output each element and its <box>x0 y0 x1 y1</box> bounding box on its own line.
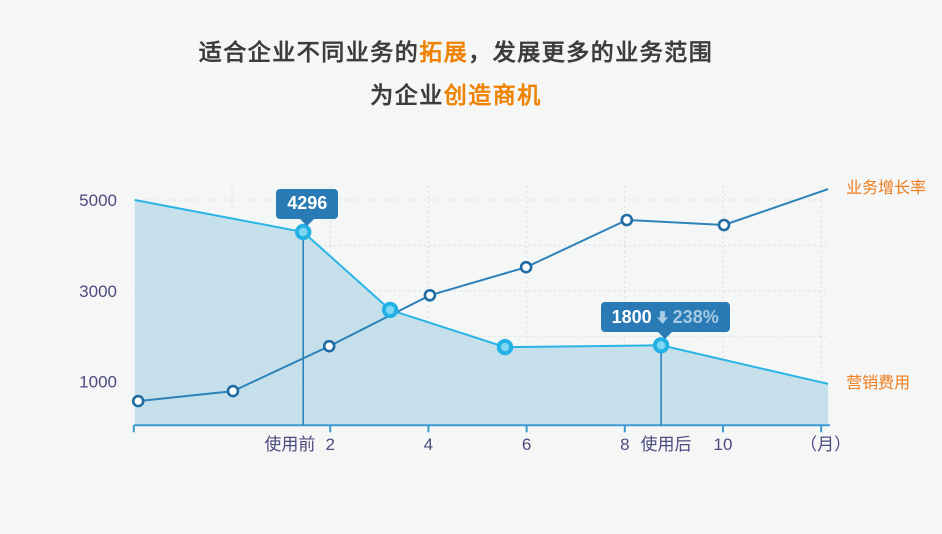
page-title: 适合企业不同业务的拓展，发展更多的业务范围 为企业创造商机 <box>0 31 912 117</box>
tooltip-4296: 4296 <box>276 188 339 226</box>
title-highlight: 创造商机 <box>443 82 542 108</box>
growth-rate-point <box>717 218 731 232</box>
x-axis-label: 6 <box>522 435 531 454</box>
tooltip-value: 1800 <box>611 306 652 327</box>
y-axis-label: 5000 <box>79 191 117 210</box>
marketing-cost-point <box>496 338 514 356</box>
x-axis-label: 10 <box>714 435 733 454</box>
title-text: 适合企业不同业务的 <box>198 39 420 65</box>
growth-rate-point <box>620 213 634 227</box>
title-line-1: 适合企业不同业务的拓展，发展更多的业务范围 <box>0 31 912 74</box>
y-axis-label: 3000 <box>79 282 117 301</box>
series-label-marketing-cost: 营销费用 <box>846 374 911 392</box>
x-axis-label: 4 <box>424 435 433 454</box>
title-line-2: 为企业创造商机 <box>0 74 912 117</box>
x-axis-label: （月） <box>800 435 851 454</box>
growth-rate-point <box>423 288 437 302</box>
marketing-cost-line <box>134 199 829 385</box>
x-axis-label: 使用后 <box>641 434 692 454</box>
title-text: ，发展更多的业务范围 <box>468 39 714 65</box>
growth-rate-point <box>131 394 145 408</box>
marketing-cost-point <box>652 337 670 354</box>
title-highlight: 拓展 <box>419 39 469 65</box>
tooltip-1800: 1800 238% <box>600 302 730 340</box>
x-axis-label: 2 <box>325 435 334 454</box>
marketing-cost-point <box>381 301 399 319</box>
growth-rate-point <box>322 339 336 353</box>
tooltip-change-percent: 238% <box>672 306 719 327</box>
title-text: 为企业 <box>370 82 444 108</box>
growth-rate-point <box>226 384 240 398</box>
series-label-growth-rate: 业务增长率 <box>846 180 927 198</box>
x-axis-label: 使用前 <box>264 434 315 454</box>
growth-rate-point <box>519 260 533 274</box>
tooltip-value: 4296 <box>287 193 328 214</box>
y-axis-label: 1000 <box>79 373 117 392</box>
growth-rate-line <box>138 188 829 403</box>
decrease-arrow-icon <box>656 310 668 324</box>
marketing-cost-area-fill <box>134 200 829 426</box>
marketing-cost-point <box>295 223 312 241</box>
x-axis-label: 8 <box>620 435 629 454</box>
